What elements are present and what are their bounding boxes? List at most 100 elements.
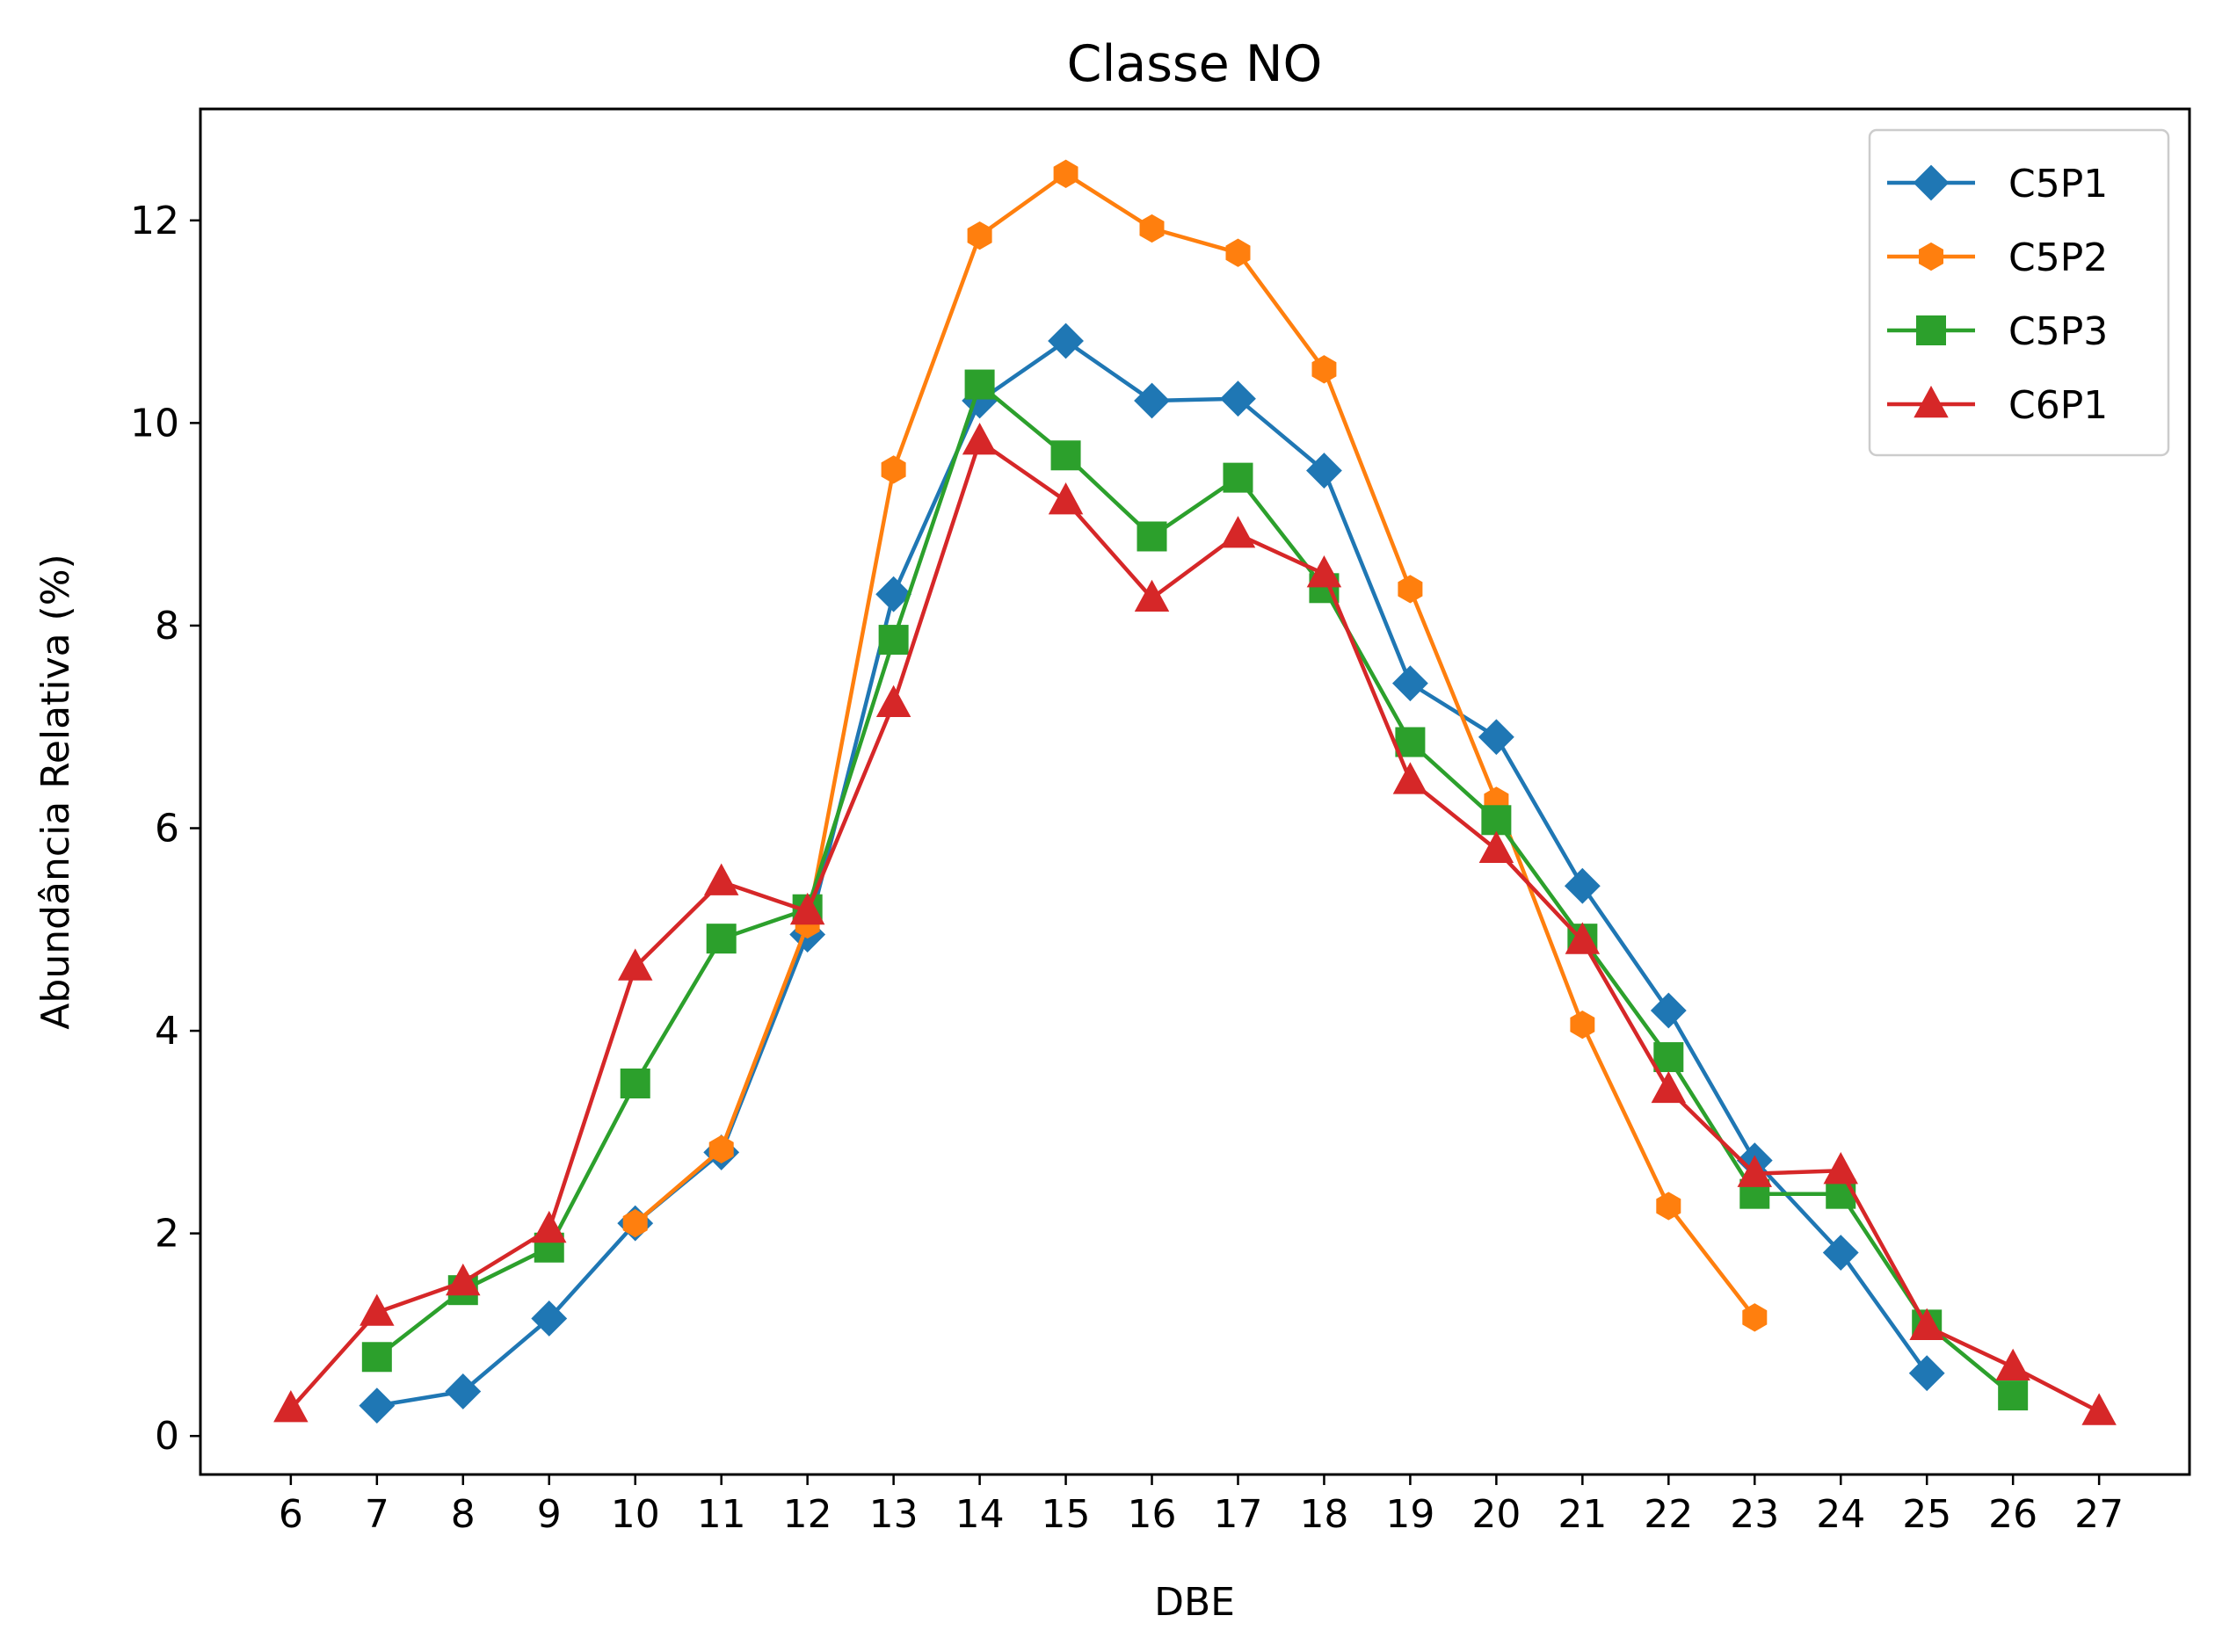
data-point [1398, 575, 1423, 604]
series-line [634, 171, 1757, 1319]
plot-background [200, 109, 2190, 1474]
legend-marker [1913, 164, 1950, 201]
x-tick-label: 21 [1558, 1492, 1607, 1537]
x-tick-label: 25 [1902, 1492, 1951, 1537]
series-c6p1 [273, 423, 2117, 1425]
x-tick-label: 15 [1042, 1492, 1091, 1537]
legend-label: C6P1 [2008, 383, 2108, 428]
data-point [620, 1069, 650, 1099]
data-point [1908, 1355, 1945, 1392]
data-point [445, 1373, 482, 1409]
data-point [1478, 830, 1514, 863]
data-point [1570, 1010, 1595, 1040]
data-point [1306, 555, 1342, 588]
plot-frame [199, 107, 2191, 1476]
data-point [789, 892, 825, 925]
data-point [1653, 1042, 1684, 1073]
x-tick-label: 22 [1644, 1492, 1693, 1537]
data-point [875, 576, 912, 612]
legend-label: C5P2 [2008, 235, 2108, 280]
data-point [964, 369, 995, 400]
data-point [1998, 1380, 2029, 1411]
x-tick-label: 16 [1128, 1492, 1177, 1537]
data-point [1137, 521, 1167, 552]
y-tick-label: 8 [155, 604, 179, 648]
data-point [1564, 867, 1601, 904]
data-point [1478, 719, 1514, 756]
data-point [1995, 1348, 2030, 1381]
data-point [1223, 462, 1253, 493]
data-point [1220, 516, 1256, 548]
series-line [289, 438, 2101, 1414]
data-point [531, 1301, 568, 1337]
y-tick-label: 6 [155, 807, 179, 851]
x-tick-label: 27 [2074, 1492, 2124, 1537]
data-point [1823, 1152, 1858, 1185]
data-point [1306, 453, 1342, 489]
data-point [446, 1263, 481, 1296]
legend-item: C5P2 [1887, 235, 2108, 280]
legend-marker [1914, 385, 1949, 418]
x-tick-label: 12 [783, 1492, 832, 1537]
data-point [1391, 665, 1428, 702]
x-tick-label: 17 [1213, 1492, 1262, 1537]
x-tick-label: 10 [611, 1492, 660, 1537]
series-layer [273, 159, 2117, 1425]
data-point [2081, 1393, 2117, 1425]
data-point [1048, 482, 1084, 515]
data-point [1050, 440, 1081, 471]
chart-title: Classe NO [1067, 35, 1323, 93]
y-tick-label: 12 [130, 199, 179, 243]
x-tick-label: 6 [279, 1492, 303, 1537]
x-axis: 6 7 8 9 10 11 12 13 14 15 16 17 18 19 20 21 22 23 24 25 26 27 [279, 1474, 2124, 1537]
data-point [881, 455, 906, 484]
data-point [273, 1389, 309, 1423]
data-point [622, 1208, 648, 1238]
data-point [1650, 992, 1687, 1029]
x-tick-label: 8 [451, 1492, 476, 1537]
data-point [359, 1293, 395, 1326]
series-c5p2 [622, 159, 1768, 1332]
data-point [1220, 380, 1256, 417]
data-point [1909, 1308, 1944, 1340]
y-axis-label: Abundância Relativa (%) [33, 554, 78, 1029]
data-point [1134, 382, 1170, 419]
data-point [1053, 159, 1078, 188]
data-point [1651, 1070, 1687, 1104]
data-point [706, 924, 737, 954]
x-tick-label: 26 [1988, 1492, 2037, 1537]
x-tick-label: 20 [1471, 1492, 1521, 1537]
data-point [1565, 922, 1601, 954]
data-point [359, 1388, 396, 1424]
y-tick-label: 2 [155, 1212, 179, 1257]
data-point [1225, 238, 1251, 267]
x-tick-label: 19 [1385, 1492, 1434, 1537]
legend-item: C5P3 [1887, 309, 2108, 354]
y-axis: 0 2 4 6 8 10 12 [130, 199, 200, 1459]
data-point [1742, 1303, 1768, 1332]
data-point [1822, 1235, 1859, 1271]
data-point [1134, 579, 1170, 612]
y-tick-label: 4 [155, 1009, 179, 1054]
data-point [967, 221, 992, 250]
data-point [878, 625, 909, 656]
legend: C5P1 C5P2 C5P3 C6P1 [1868, 128, 2170, 457]
x-tick-label: 18 [1299, 1492, 1348, 1537]
data-point [703, 863, 739, 895]
data-point [1481, 805, 1512, 836]
data-point [875, 685, 911, 717]
data-point [1737, 1155, 1773, 1187]
legend-marker [1919, 242, 1943, 272]
y-tick-label: 10 [130, 401, 179, 446]
data-point [1139, 214, 1165, 243]
data-point [1826, 1178, 1856, 1209]
data-point [1311, 355, 1337, 384]
legend-item: C5P1 [1887, 162, 2108, 206]
x-tick-label: 23 [1730, 1492, 1779, 1537]
y-tick-label: 0 [155, 1414, 179, 1459]
legend-marker [1916, 315, 1946, 345]
data-point [617, 948, 653, 981]
data-point [1048, 322, 1084, 359]
x-tick-label: 24 [1816, 1492, 1865, 1537]
